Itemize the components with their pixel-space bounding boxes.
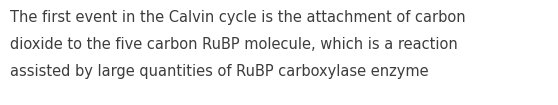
Text: assisted by large quantities of RuBP carboxylase enzyme: assisted by large quantities of RuBP car…	[10, 64, 429, 79]
Text: dioxide to the five carbon RuBP molecule, which is a reaction: dioxide to the five carbon RuBP molecule…	[10, 37, 458, 52]
Text: The first event in the Calvin cycle is the attachment of carbon: The first event in the Calvin cycle is t…	[10, 10, 465, 25]
